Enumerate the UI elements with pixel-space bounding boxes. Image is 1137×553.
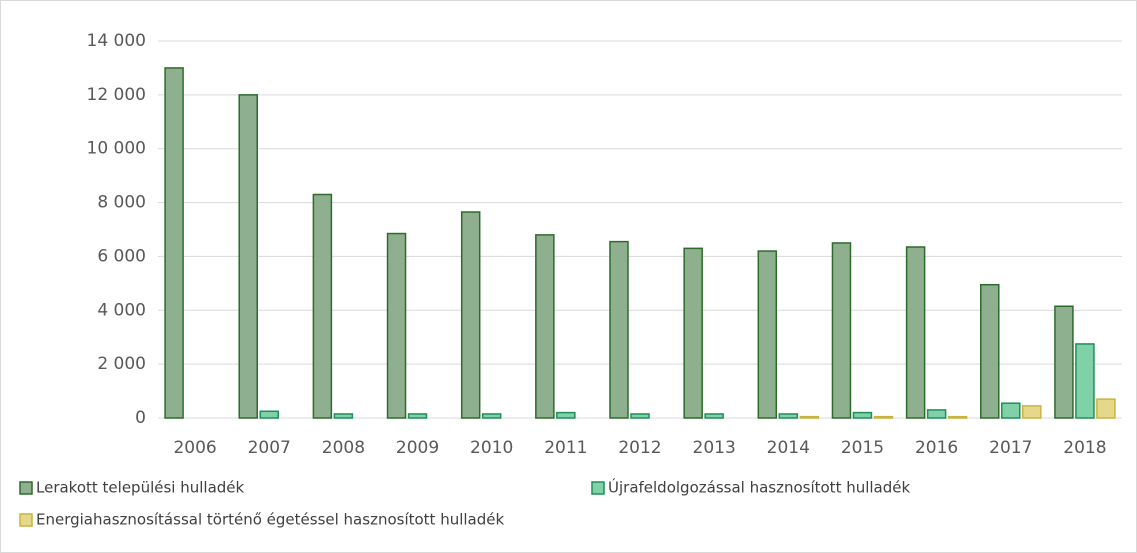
bar <box>873 415 894 419</box>
x-tick-label: 2008 <box>322 438 365 458</box>
y-tick-label: 6 000 <box>97 246 146 266</box>
x-tick-label: 2013 <box>693 438 736 458</box>
bar <box>980 283 1000 419</box>
x-tick-label: 2016 <box>915 438 958 458</box>
bar <box>947 415 968 419</box>
x-tick-label: 2009 <box>396 438 439 458</box>
legend-label: Lerakott települési hulladék <box>36 479 245 497</box>
bar <box>704 413 724 419</box>
bar <box>1022 405 1042 419</box>
x-tick-label: 2007 <box>248 438 291 458</box>
x-tick-label: 2014 <box>767 438 810 458</box>
bar <box>312 193 333 419</box>
y-tick-label: 14 000 <box>87 31 146 51</box>
x-tick-label: 2017 <box>989 438 1032 458</box>
bar <box>259 410 279 419</box>
x-tick-label: 2006 <box>173 438 216 458</box>
y-tick-label: 10 000 <box>87 139 146 159</box>
legend-label: Energiahasznosítással történő égetéssel … <box>36 511 504 529</box>
bar <box>535 234 555 419</box>
bar <box>831 242 852 419</box>
legend-swatch <box>19 481 33 495</box>
x-tick-label: 2015 <box>841 438 884 458</box>
bar <box>1054 305 1074 419</box>
y-tick-label: 8 000 <box>97 193 146 213</box>
bar <box>683 247 703 419</box>
bar <box>1001 402 1021 419</box>
bar <box>164 67 184 419</box>
legend-label: Újrafeldolgozással hasznosított hulladék <box>608 478 911 497</box>
bar <box>630 413 650 419</box>
bar <box>481 413 502 419</box>
x-tick-label: 2012 <box>618 438 661 458</box>
bar <box>905 246 926 419</box>
x-tick-label: 2010 <box>470 438 513 458</box>
bar <box>407 413 428 419</box>
bar <box>386 232 407 419</box>
bar <box>333 413 354 419</box>
legend-swatch <box>591 481 605 495</box>
y-tick-label: 4 000 <box>97 300 146 320</box>
legend-swatch <box>19 513 33 527</box>
bar <box>799 415 820 419</box>
bar <box>556 411 576 419</box>
bar <box>460 211 481 419</box>
y-tick-label: 0 <box>135 408 146 428</box>
bar <box>852 411 873 419</box>
bar <box>926 409 947 419</box>
bar <box>778 413 799 419</box>
x-tick-label: 2018 <box>1063 438 1106 458</box>
bar <box>1075 343 1095 419</box>
bar <box>1096 398 1116 419</box>
bar <box>609 240 629 419</box>
y-tick-label: 12 000 <box>87 85 146 105</box>
bar <box>757 250 778 419</box>
bar <box>238 94 258 419</box>
x-tick-label: 2011 <box>544 438 587 458</box>
y-tick-label: 2 000 <box>97 354 146 374</box>
